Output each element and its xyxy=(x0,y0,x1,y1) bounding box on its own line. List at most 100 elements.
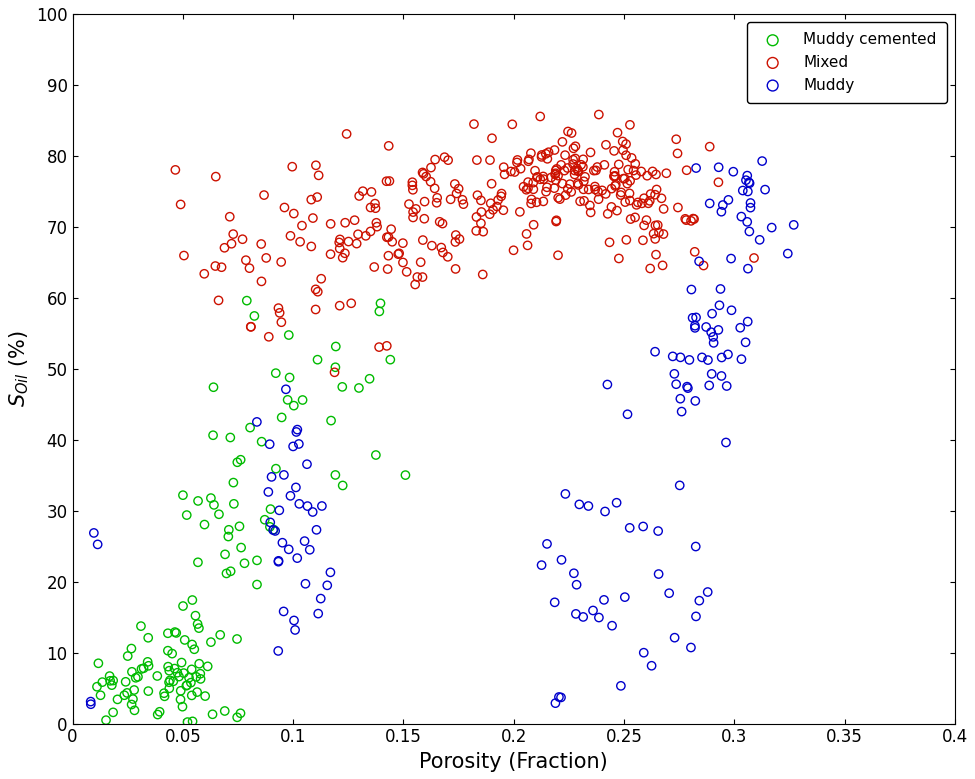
Mixed xyxy=(615,172,631,185)
Mixed xyxy=(349,238,365,250)
Mixed xyxy=(242,262,257,274)
Mixed xyxy=(615,144,631,157)
Mixed xyxy=(450,182,466,195)
Mixed xyxy=(238,254,254,266)
Mixed xyxy=(506,244,522,256)
Mixed xyxy=(575,160,591,173)
Mixed xyxy=(313,273,329,285)
Mixed xyxy=(639,214,654,227)
Mixed xyxy=(620,164,636,176)
Muddy xyxy=(292,498,307,510)
Muddy xyxy=(275,537,291,549)
Mixed xyxy=(261,330,277,343)
Muddy cemented xyxy=(205,708,220,721)
Mixed xyxy=(555,178,570,190)
Muddy xyxy=(288,481,303,494)
Mixed xyxy=(379,340,395,352)
Mixed xyxy=(570,178,586,191)
Muddy cemented xyxy=(229,633,245,645)
X-axis label: Porosity (Fraction): Porosity (Fraction) xyxy=(419,752,608,772)
Mixed xyxy=(455,198,471,210)
Mixed xyxy=(470,189,486,202)
Muddy cemented xyxy=(218,567,234,580)
Mixed xyxy=(711,176,726,189)
Mixed xyxy=(526,219,541,231)
Muddy cemented xyxy=(280,393,295,406)
Mixed xyxy=(608,178,624,191)
Mixed xyxy=(528,196,544,209)
Muddy cemented xyxy=(124,665,139,678)
Mixed xyxy=(555,136,570,148)
Mixed xyxy=(560,182,575,195)
Mixed xyxy=(339,128,355,140)
Muddy cemented xyxy=(229,456,245,468)
Muddy cemented xyxy=(281,329,296,341)
Mixed xyxy=(524,193,539,206)
Mixed xyxy=(575,183,591,196)
Muddy cemented xyxy=(183,676,199,689)
Muddy cemented xyxy=(184,663,200,675)
Muddy cemented xyxy=(243,421,258,434)
Mixed xyxy=(587,180,603,192)
Muddy cemented xyxy=(369,449,384,461)
Mixed xyxy=(441,154,456,167)
Muddy cemented xyxy=(152,706,168,718)
Muddy cemented xyxy=(101,670,117,682)
Muddy cemented xyxy=(169,627,184,640)
Mixed xyxy=(405,176,420,189)
Muddy xyxy=(742,177,758,189)
Muddy cemented xyxy=(223,565,239,577)
Mixed xyxy=(591,108,606,121)
Muddy cemented xyxy=(328,340,343,353)
Mixed xyxy=(643,263,658,275)
Mixed xyxy=(415,167,431,180)
Mixed xyxy=(427,153,443,166)
Mixed xyxy=(583,146,599,159)
Muddy cemented xyxy=(351,382,367,394)
Mixed xyxy=(414,271,430,284)
Mixed xyxy=(424,239,440,252)
Mixed xyxy=(473,194,488,206)
Muddy cemented xyxy=(162,674,177,686)
Muddy cemented xyxy=(160,627,176,640)
Mixed xyxy=(173,198,188,210)
Mixed xyxy=(454,193,470,206)
Muddy cemented xyxy=(187,609,203,622)
Mixed xyxy=(521,176,536,189)
Mixed xyxy=(332,299,347,312)
Muddy xyxy=(636,647,651,659)
Muddy cemented xyxy=(160,644,176,657)
Mixed xyxy=(611,252,627,265)
Mixed xyxy=(629,199,644,211)
Muddy cemented xyxy=(176,667,191,679)
Mixed xyxy=(618,149,634,161)
Muddy xyxy=(575,611,591,623)
Muddy cemented xyxy=(170,667,185,679)
Mixed xyxy=(573,158,589,171)
Muddy xyxy=(571,498,587,510)
Mixed xyxy=(310,285,326,298)
Muddy xyxy=(566,567,582,580)
Muddy xyxy=(668,378,683,390)
Mixed xyxy=(566,168,582,181)
Mixed xyxy=(569,177,585,189)
Mixed xyxy=(512,206,527,218)
Mixed xyxy=(520,239,535,252)
Muddy cemented xyxy=(179,679,195,692)
Muddy cemented xyxy=(127,684,142,696)
Mixed xyxy=(440,251,455,263)
Mixed xyxy=(496,161,512,174)
Muddy xyxy=(553,691,568,703)
Muddy xyxy=(698,321,714,333)
Muddy xyxy=(687,319,703,332)
Muddy cemented xyxy=(197,690,213,703)
Muddy xyxy=(580,500,596,513)
Mixed xyxy=(566,158,581,171)
Mixed xyxy=(271,302,287,315)
Mixed xyxy=(570,165,586,178)
Muddy xyxy=(706,337,722,349)
Muddy cemented xyxy=(176,633,192,646)
Mixed xyxy=(617,172,633,185)
Muddy cemented xyxy=(185,715,201,728)
Legend: Muddy cemented, Mixed, Muddy: Muddy cemented, Mixed, Muddy xyxy=(747,22,948,104)
